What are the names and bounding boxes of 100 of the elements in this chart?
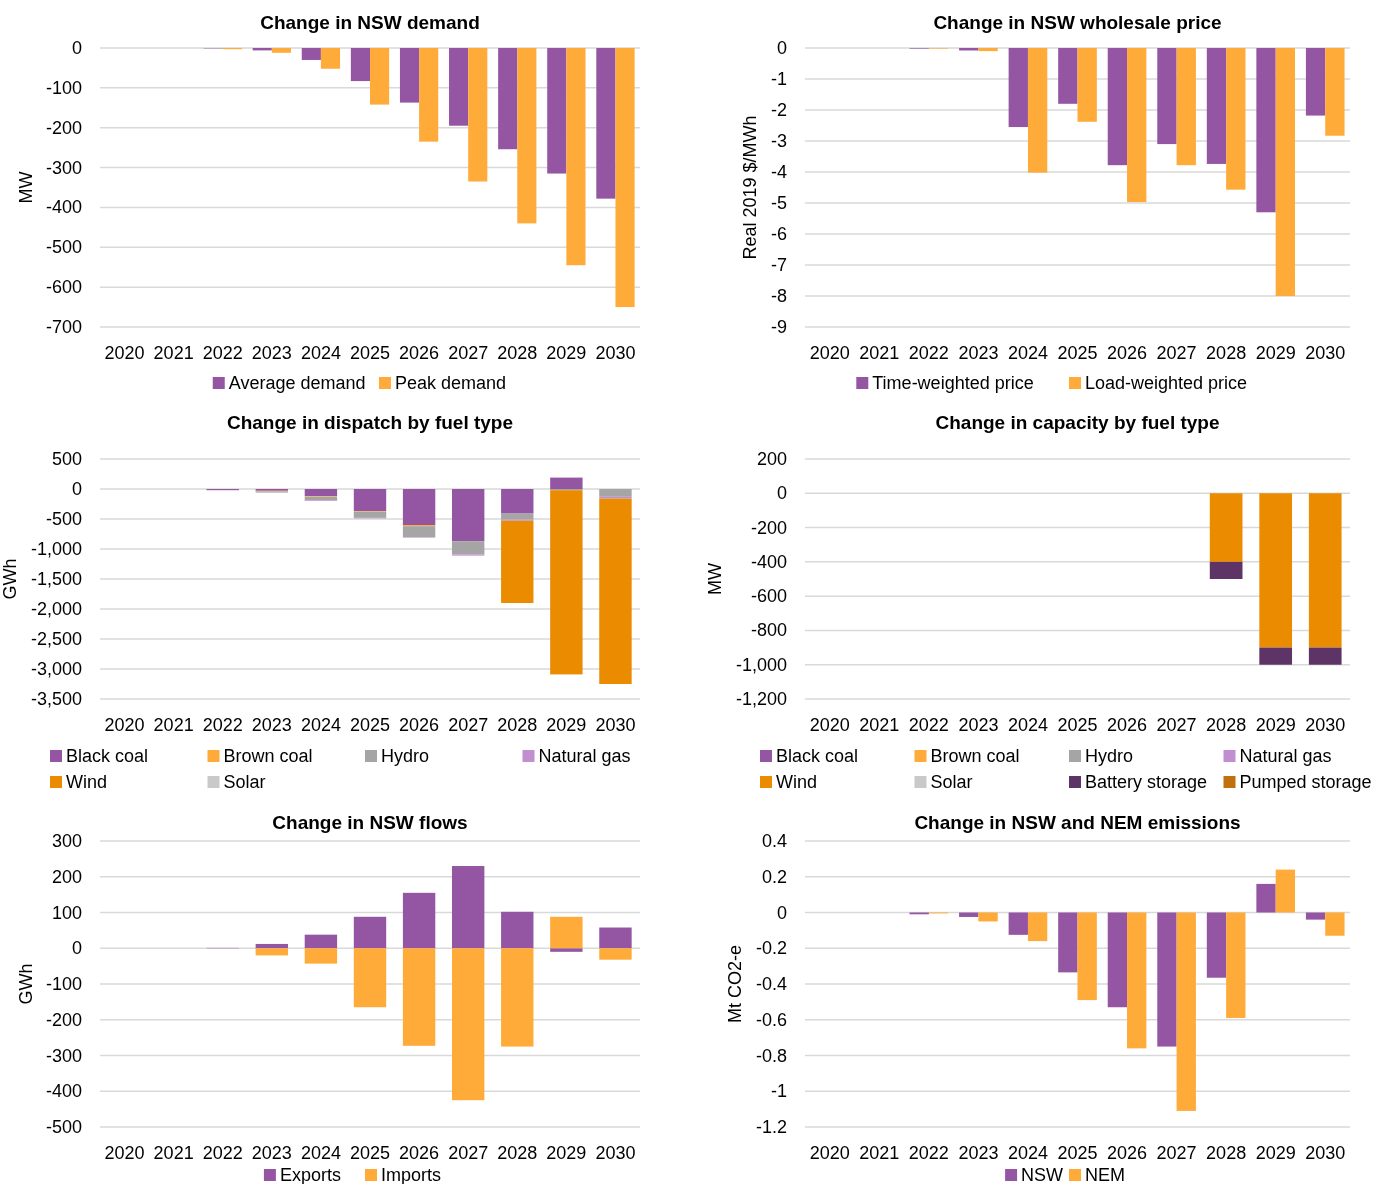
legend-label: Peak demand: [394, 373, 507, 393]
y-axis-title: Real 2019 $/MWh: [740, 115, 760, 260]
x-tick-label: 2027: [448, 715, 489, 735]
y-tick-label: -0.6: [755, 1009, 787, 1030]
y-axis-title: GWh: [16, 963, 36, 1005]
x-tick-label: 2025: [349, 1143, 391, 1163]
x-tick-label: 2027: [1156, 343, 1197, 363]
legend-label: NEM: [1085, 1165, 1125, 1184]
legend-label: Solar: [223, 772, 266, 792]
x-tick-label: 2020: [809, 1143, 850, 1163]
x-tick-label: 2023: [251, 343, 292, 363]
x-tick-label: 2027: [1156, 715, 1197, 735]
x-tick-label: 2021: [859, 1143, 900, 1163]
x-tick-label: 2020: [104, 1143, 145, 1163]
x-tick-label: 2021: [859, 343, 900, 363]
legend-label: Average demand: [228, 373, 366, 393]
x-tick-label: 2022: [908, 715, 949, 735]
y-tick-label: -100: [45, 77, 82, 98]
y-tick-label: -400: [45, 1081, 82, 1102]
x-tick-label: 2024: [1007, 343, 1048, 363]
y-tick-label: -200: [45, 117, 82, 138]
y-tick-label: -800: [750, 620, 787, 641]
y-tick-label: -2,500: [30, 629, 82, 649]
y-tick-label: -400: [45, 197, 82, 218]
x-tick-label: 2029: [546, 715, 587, 735]
y-axis-title: GWh: [0, 558, 21, 600]
legend-label: Black coal: [776, 746, 859, 766]
y-tick-label: 0: [776, 38, 787, 58]
x-tick-label: 2023: [958, 1143, 999, 1163]
y-tick-label: -500: [45, 509, 82, 529]
y-tick-label: 0: [71, 479, 82, 499]
legend-label: Imports: [381, 1165, 442, 1184]
y-tick-label: 300: [51, 831, 82, 851]
legend-label: Battery storage: [1085, 772, 1208, 792]
legend-label: Exports: [279, 1165, 341, 1184]
y-tick-label: -3,000: [30, 659, 82, 679]
y-tick-label: 0: [71, 938, 82, 959]
x-tick-label: 2020: [104, 715, 145, 735]
x-tick-label: 2026: [399, 343, 440, 363]
y-tick-label: -1,000: [735, 654, 787, 675]
x-tick-label: 2022: [908, 1143, 949, 1163]
y-tick-label: -4: [770, 162, 787, 182]
x-tick-label: 2025: [1057, 715, 1098, 735]
x-tick-label: 2030: [595, 343, 636, 363]
x-tick-label: 2026: [1107, 715, 1148, 735]
x-tick-label: 2021: [153, 715, 194, 735]
y-tick-label: -500: [45, 237, 82, 258]
y-tick-label: -100: [45, 974, 82, 994]
x-tick-label: 2022: [202, 1143, 243, 1163]
y-tick-label: -400: [750, 551, 787, 572]
x-tick-label: 2028: [1206, 715, 1247, 735]
y-axis-title: MW: [705, 563, 726, 595]
legend-label: Hydro: [381, 746, 430, 766]
x-tick-label: 2022: [202, 715, 243, 735]
legend-label: Pumped storage: [1239, 772, 1372, 792]
y-tick-label: 0.2: [761, 866, 787, 887]
x-tick-label: 2030: [1305, 1143, 1346, 1163]
x-tick-label: 2026: [1107, 343, 1148, 363]
y-tick-label: -600: [750, 586, 787, 607]
legend-label: Black coal: [66, 746, 149, 766]
legend-label: Brown coal: [930, 746, 1020, 766]
y-tick-label: 0: [776, 902, 787, 923]
y-tick-label: 0: [71, 38, 82, 58]
x-tick-label: 2028: [1206, 343, 1247, 363]
x-tick-label: 2030: [1305, 715, 1346, 735]
y-tick-label: -2,000: [30, 599, 82, 619]
x-tick-label: 2024: [300, 343, 341, 363]
x-tick-label: 2023: [958, 343, 999, 363]
x-tick-label: 2030: [595, 1143, 636, 1163]
x-tick-label: 2030: [1305, 343, 1346, 363]
x-tick-label: 2025: [1057, 1143, 1098, 1163]
x-tick-label: 2026: [1107, 1143, 1148, 1163]
y-tick-label: -2: [770, 100, 787, 120]
x-tick-label: 2020: [809, 343, 850, 363]
x-tick-label: 2030: [595, 715, 636, 735]
y-tick-label: 200: [51, 866, 82, 887]
x-tick-label: 2021: [153, 1143, 194, 1163]
x-tick-label: 2022: [908, 343, 949, 363]
x-tick-label: 2020: [104, 343, 145, 363]
y-tick-label: -0.4: [755, 974, 787, 994]
x-tick-label: 2025: [1057, 343, 1098, 363]
y-tick-label: -200: [45, 1009, 82, 1030]
x-tick-label: 2028: [497, 1143, 538, 1163]
y-tick-label: 0: [776, 483, 787, 504]
x-tick-label: 2026: [399, 715, 440, 735]
y-tick-label: -1.2: [755, 1117, 787, 1137]
y-tick-label: -1: [770, 1081, 787, 1102]
x-tick-label: 2029: [1255, 1143, 1296, 1163]
chart-title: Change in NSW demand: [260, 12, 480, 34]
y-tick-label: -3: [770, 131, 787, 151]
legend-label: Wind: [776, 772, 818, 792]
y-tick-label: -700: [45, 317, 82, 337]
chart-title: Change in dispatch by fuel type: [226, 412, 514, 434]
chart-title: Change in NSW wholesale price: [933, 12, 1222, 34]
y-tick-label: -1: [770, 69, 787, 89]
y-tick-label: -6: [770, 224, 787, 244]
y-tick-label: -3,500: [30, 689, 82, 709]
legend-label: Wind: [66, 772, 108, 792]
x-tick-label: 2029: [546, 343, 587, 363]
x-tick-label: 2021: [859, 715, 900, 735]
